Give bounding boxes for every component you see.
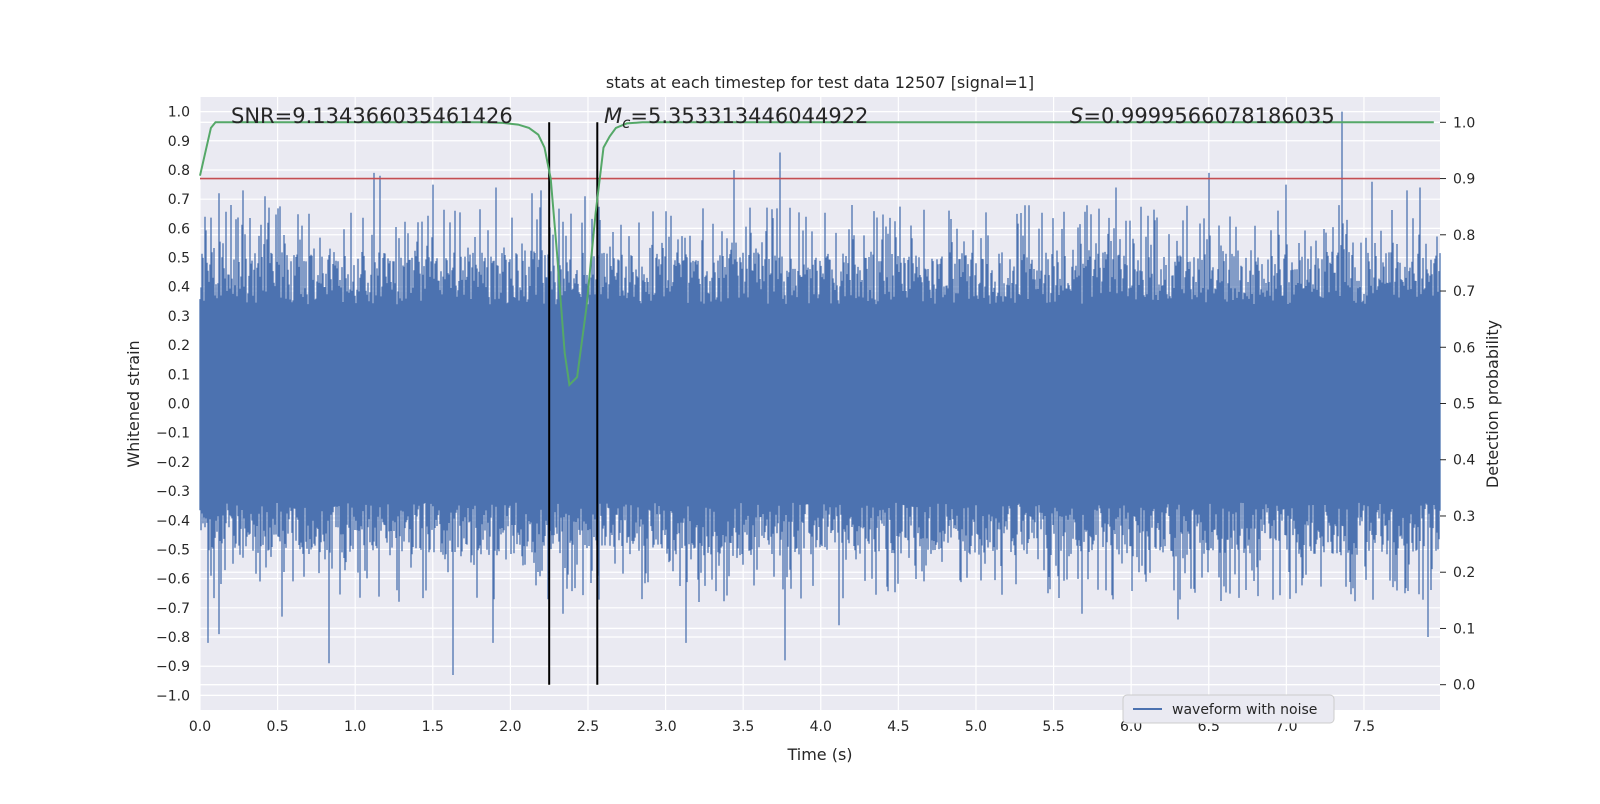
y2-tick-label: 0.0 xyxy=(1453,678,1475,694)
x-tick-label: 4.0 xyxy=(810,719,832,735)
y-tick-label: 0.8 xyxy=(168,163,190,179)
y-tick-label: 0.2 xyxy=(168,338,190,354)
y2-tick-label: 0.2 xyxy=(1453,565,1475,581)
y-tick-label: −0.8 xyxy=(156,630,190,646)
x-tick-label: 0.5 xyxy=(266,719,288,735)
y-tick-label: 0.6 xyxy=(168,221,190,237)
y-tick-label: 0.9 xyxy=(168,134,190,150)
y-tick-label: 0.5 xyxy=(168,251,190,267)
y2-tick-label: 0.9 xyxy=(1453,172,1475,188)
x-tick-label: 5.0 xyxy=(965,719,987,735)
y-axis-label: Whitened strain xyxy=(124,340,143,467)
x-tick-label: 4.5 xyxy=(887,719,909,735)
y-tick-label: −0.7 xyxy=(156,601,190,617)
y-tick-label: −0.2 xyxy=(156,455,190,471)
y-tick-label: −0.5 xyxy=(156,542,190,558)
y-tick-label: −0.4 xyxy=(156,513,190,529)
y2-tick-label: 0.5 xyxy=(1453,397,1475,413)
detection-probability-line xyxy=(199,121,1434,388)
mc-symbol: M xyxy=(604,104,622,128)
x-tick-label: 5.5 xyxy=(1042,719,1064,735)
y-tick-label: 0.7 xyxy=(168,192,190,208)
y-tick-label: 0.4 xyxy=(168,280,190,296)
y-tick-label: −0.3 xyxy=(156,484,190,500)
y2-tick-label: 0.7 xyxy=(1453,284,1475,300)
mc-value: =5.353313446044922 xyxy=(630,104,868,128)
x-tick-label: 0.0 xyxy=(189,719,211,735)
y-tick-label: −0.1 xyxy=(156,426,190,442)
y2-tick-label: 0.3 xyxy=(1453,509,1475,525)
y-tick-label: −1.0 xyxy=(156,688,190,704)
waveform-core xyxy=(200,356,1440,451)
x-tick-label: 2.0 xyxy=(499,719,521,735)
y2-tick-label: 0.1 xyxy=(1453,621,1475,637)
legend-box xyxy=(1122,694,1335,724)
y-tick-label: 0.1 xyxy=(168,367,190,383)
x-tick-label: 3.0 xyxy=(654,719,676,735)
snr-annotation: SNR=9.134366035461426 xyxy=(231,104,513,128)
x-tick-label: 2.5 xyxy=(577,719,599,735)
s-symbol: S xyxy=(1070,104,1083,128)
x-axis-label: Time (s) xyxy=(786,745,852,764)
mc-subscript: c xyxy=(622,114,631,132)
s-value: =0.9999566078186035 xyxy=(1083,104,1334,128)
chart-title: stats at each timestep for test data 125… xyxy=(606,73,1034,92)
y-tick-label: 0.0 xyxy=(168,397,190,413)
y2-tick-label: 0.6 xyxy=(1453,340,1475,356)
x-tick-label: 7.5 xyxy=(1353,719,1375,735)
legend: waveform with noise xyxy=(1122,694,1335,724)
legend-label-waveform: waveform with noise xyxy=(1172,702,1317,718)
waveform-series xyxy=(199,111,1441,675)
y-tick-label: 0.3 xyxy=(168,309,190,325)
y-tick-label: −0.6 xyxy=(156,572,190,588)
y-tick-label: −0.9 xyxy=(156,659,190,675)
y-tick-label: 1.0 xyxy=(168,105,190,121)
s-annotation: S=0.9999566078186035 xyxy=(1070,104,1335,128)
y2-axis-label: Detection probability xyxy=(1483,320,1502,488)
x-tick-label: 1.5 xyxy=(422,719,444,735)
mc-annotation: Mc=5.353313446044922 xyxy=(604,104,868,132)
y2-tick-label: 0.8 xyxy=(1453,228,1475,244)
x-tick-label: 1.0 xyxy=(344,719,366,735)
y2-tick-label: 0.4 xyxy=(1453,453,1475,469)
x-tick-label: 3.5 xyxy=(732,719,754,735)
y2-tick-label: 1.0 xyxy=(1453,115,1475,131)
overlay xyxy=(199,121,1440,685)
